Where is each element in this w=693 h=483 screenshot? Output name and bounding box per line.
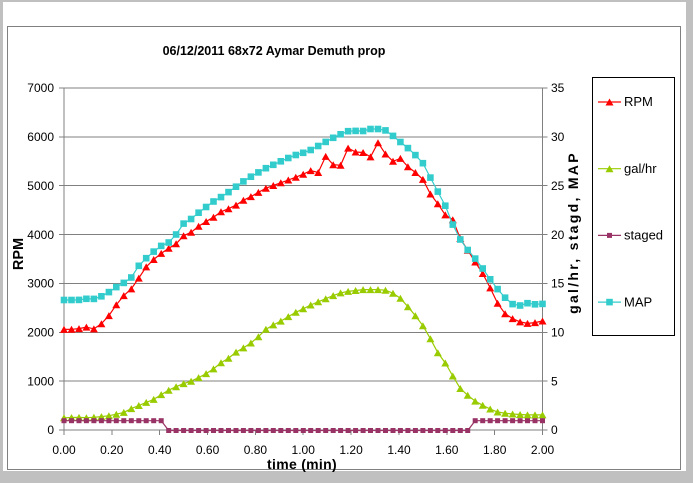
svg-text:time (min): time (min)	[267, 456, 337, 472]
svg-text:06/12/2011 68x72 Aymar Demuth: 06/12/2011 68x72 Aymar Demuth prop	[163, 44, 386, 58]
svg-text:MAP: MAP	[624, 294, 652, 309]
svg-text:staged: staged	[624, 228, 663, 243]
svg-text:0.60: 0.60	[196, 443, 220, 457]
svg-text:30: 30	[551, 130, 565, 144]
svg-text:gal/hr, stagd, MAP: gal/hr, stagd, MAP	[565, 151, 581, 314]
svg-text:2000: 2000	[27, 326, 54, 340]
svg-text:3000: 3000	[27, 277, 54, 291]
svg-text:0.40: 0.40	[148, 443, 172, 457]
svg-text:RPM: RPM	[11, 238, 27, 270]
svg-text:0: 0	[47, 423, 54, 437]
svg-text:1.00: 1.00	[292, 443, 316, 457]
svg-text:20: 20	[551, 228, 565, 242]
svg-text:4000: 4000	[27, 228, 54, 242]
svg-text:6000: 6000	[27, 130, 54, 144]
svg-text:gal/hr: gal/hr	[624, 161, 657, 176]
svg-text:RPM: RPM	[624, 94, 653, 109]
svg-text:35: 35	[551, 81, 565, 95]
svg-text:1.60: 1.60	[435, 443, 459, 457]
svg-text:5000: 5000	[27, 179, 54, 193]
svg-text:1.80: 1.80	[483, 443, 507, 457]
svg-text:5: 5	[551, 374, 558, 388]
svg-text:10: 10	[551, 326, 565, 340]
svg-text:0.20: 0.20	[100, 443, 124, 457]
svg-text:2.00: 2.00	[531, 443, 555, 457]
svg-text:15: 15	[551, 277, 565, 291]
svg-text:0.80: 0.80	[244, 443, 268, 457]
svg-text:1.20: 1.20	[339, 443, 363, 457]
svg-text:25: 25	[551, 179, 565, 193]
svg-text:1000: 1000	[27, 374, 54, 388]
svg-text:7000: 7000	[27, 81, 54, 95]
svg-text:1.40: 1.40	[387, 443, 411, 457]
svg-text:0.00: 0.00	[52, 443, 76, 457]
svg-text:0: 0	[551, 423, 558, 437]
